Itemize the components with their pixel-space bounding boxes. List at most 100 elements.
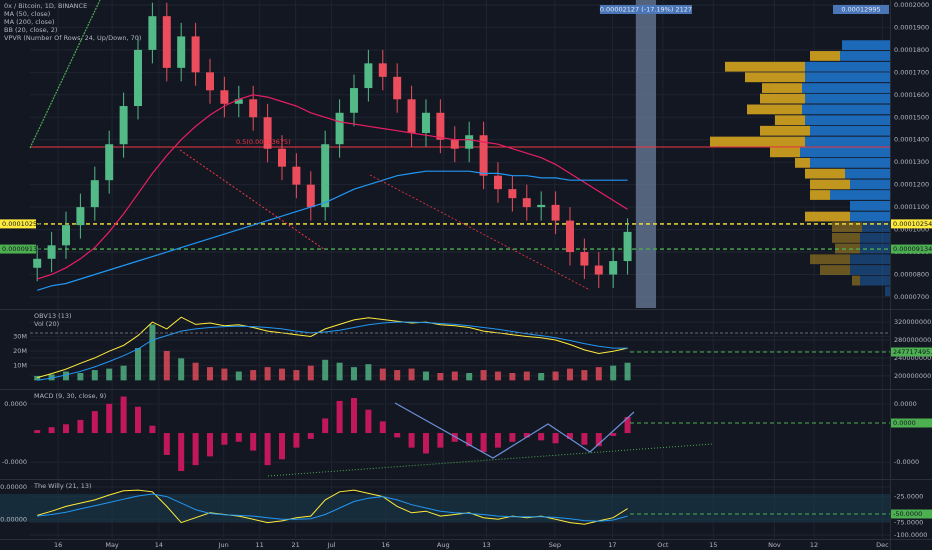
macd-bar [494, 433, 501, 448]
vpvr-up [835, 243, 860, 254]
y-tick-label: 280000000.0000 [894, 336, 932, 344]
series-line [37, 321, 628, 381]
candle-body [551, 204, 560, 221]
x-tick-label: May [105, 541, 119, 549]
candle-body [90, 180, 99, 208]
y-tick-label: 0.0000 [894, 400, 917, 408]
vpvr-up [852, 275, 860, 286]
volume-bar [221, 368, 228, 381]
panel-title: The Willy (21, 13) [33, 482, 92, 490]
candle-body [609, 261, 618, 275]
volume-bar [178, 358, 185, 381]
candle-body [465, 135, 474, 149]
macd-bar [293, 433, 300, 448]
price-label: 0.00012995 [841, 6, 880, 14]
candle-body [205, 72, 214, 91]
macd-bar [264, 433, 271, 466]
candle-body [479, 135, 488, 176]
volume-bar [451, 371, 458, 381]
volume-bar [595, 367, 602, 381]
y-tick-label: 200000000.0000 [894, 372, 932, 380]
volume-bar [278, 368, 285, 381]
volume-bar [77, 373, 84, 381]
macd-bar [509, 433, 516, 442]
macd-bar [365, 409, 372, 434]
vpvr-down [850, 211, 890, 222]
y-tick-label: 0.0001300 [894, 158, 929, 166]
vpvr-up [760, 93, 805, 104]
volume-bar [552, 371, 559, 381]
vpvr-down [860, 233, 890, 243]
macd-bar [34, 430, 41, 434]
volume-bar [379, 368, 386, 381]
y-tick-label: 0.0001800 [894, 46, 929, 54]
volume-bar [62, 371, 69, 381]
x-tick-label: Jun [218, 541, 229, 549]
y-tick-label: 0.0000 [4, 400, 27, 408]
series-line [37, 493, 628, 522]
value-label-box [891, 347, 932, 357]
y-tick-label: -100.00000 [0, 515, 27, 523]
vpvr-down [805, 136, 890, 147]
x-tick-label: Aug [437, 541, 450, 549]
y-tick-label: 0.0000800 [894, 271, 929, 279]
candle-body [191, 36, 200, 73]
vpvr-down [802, 83, 890, 93]
drawings [29, 0, 890, 515]
candle-body [522, 198, 531, 208]
macd-bar [106, 403, 113, 434]
x-tick-label: 13 [482, 541, 490, 549]
candle-body [580, 252, 589, 266]
panel-title: MACD (9, 30, close, 9) [34, 392, 106, 400]
candle-body [277, 148, 286, 167]
legend-entry: MA (200, close) [4, 18, 54, 26]
volume-bar [509, 373, 516, 381]
macd-bar [307, 433, 314, 439]
candle-body [436, 112, 445, 140]
vpvr-up [810, 254, 850, 265]
y-tick-label: 0.0001900 [894, 23, 929, 31]
macd-bar [91, 411, 98, 434]
volume-bar [610, 365, 617, 381]
y-tick-label: 0.0001500 [894, 113, 929, 121]
vpvr-up [762, 83, 802, 93]
x-tick-label: 11 [256, 541, 264, 549]
candle-body [119, 106, 128, 145]
volume-bar [120, 365, 127, 381]
macd-bar [77, 419, 84, 434]
highlight-label: 0.00002127 (-17.19%) 2127 [600, 6, 692, 14]
vpvr-up [810, 190, 830, 200]
macd-bar [379, 421, 386, 434]
volume-bar [581, 370, 588, 381]
candle-body [292, 166, 301, 185]
candle-body [537, 204, 546, 208]
volume-bar [365, 364, 372, 381]
value-label-box [891, 418, 932, 428]
value-label-box [891, 219, 932, 229]
trend-line [179, 149, 326, 251]
candle-body [148, 16, 157, 50]
value-label: 0.00010254 [893, 220, 932, 228]
macd-bar [523, 433, 530, 438]
volume-bar [538, 373, 545, 381]
x-tick-label: 17 [608, 541, 616, 549]
candle-body [133, 49, 142, 107]
vpvr-down [850, 265, 890, 275]
macd-bar [610, 433, 617, 436]
macd-drawing [394, 402, 635, 459]
volume-bar [336, 362, 343, 381]
macd-bar [250, 433, 257, 451]
volume-bar [149, 324, 156, 381]
x-tick-label: 14 [155, 541, 163, 549]
candle-body [623, 231, 632, 262]
vpvr-up [770, 147, 800, 158]
chart-title: 0x / Bitcoin, 1D, BINANCE [4, 2, 87, 10]
volume-bar [307, 365, 314, 381]
value-label: 0.00010254 [2, 220, 41, 228]
series-line [37, 170, 628, 291]
candle-body [306, 184, 315, 208]
trend-line [267, 443, 713, 477]
macd-bar [120, 396, 127, 434]
